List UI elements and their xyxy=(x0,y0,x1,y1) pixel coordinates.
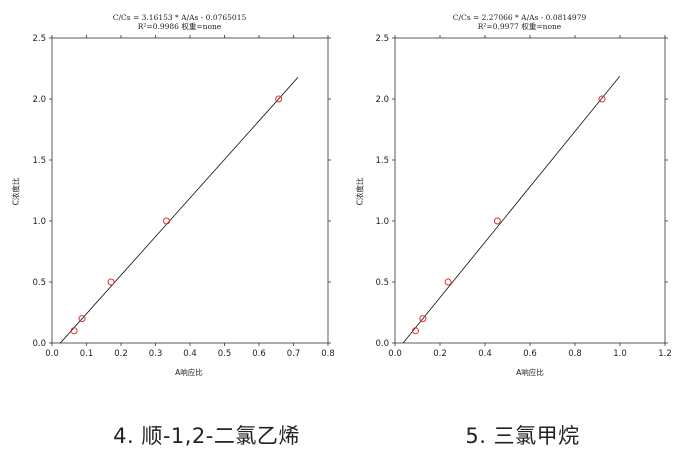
y-tick-label: 0.5 xyxy=(32,278,46,288)
chart-caption: 4. 顺-1,2-二氯乙烯 xyxy=(113,424,300,448)
y-tick-label: 1.0 xyxy=(375,217,389,227)
x-axis-label: A响应比 xyxy=(516,368,544,377)
x-tick-label: 0.7 xyxy=(287,349,301,359)
plot-frame xyxy=(51,37,329,344)
x-tick-label: 0.2 xyxy=(114,349,128,359)
y-tick-label: 0.0 xyxy=(32,339,46,349)
y-axis-label: C浓度比 xyxy=(355,177,365,206)
data-point xyxy=(78,315,86,323)
r2-text: R²=0.9986 权重=none xyxy=(137,22,222,31)
equation-text: C/Cs = 2.27066 * A/As - 0.0814979 xyxy=(452,13,587,22)
x-tick-label: 0.5 xyxy=(218,349,232,359)
y-axis-label: C浓度比 xyxy=(11,177,21,206)
r2-text: R²=0.9977 权重=none xyxy=(477,22,562,31)
x-tick-label: 0.0 xyxy=(388,349,402,359)
x-tick-label: 0.0 xyxy=(45,349,59,359)
data-point xyxy=(444,278,452,286)
x-tick-label: 0.4 xyxy=(183,349,197,359)
y-tick-label: 2.5 xyxy=(375,34,389,44)
data-point xyxy=(419,315,427,323)
data-point xyxy=(411,327,419,335)
y-tick-label: 0.5 xyxy=(375,278,389,288)
x-tick-label: 0.8 xyxy=(568,349,582,359)
y-tick-label: 1.5 xyxy=(32,156,46,166)
x-tick-label: 0.1 xyxy=(80,349,94,359)
data-point xyxy=(275,95,283,103)
y-tick-label: 2.0 xyxy=(32,95,46,105)
data-point xyxy=(493,217,501,225)
plot-frame xyxy=(394,37,666,344)
y-tick-label: 2.5 xyxy=(32,34,46,44)
x-tick-label: 0.2 xyxy=(433,349,447,359)
x-tick-label: 0.3 xyxy=(149,349,163,359)
y-tick-label: 1.5 xyxy=(375,156,389,166)
chart-svg: 0.0 0.1 0.2 0.3 0.4 0.5 0.6 0.7 0.8 0.0 0.5 1.0 1.5 2… xyxy=(32,34,335,359)
x-tick-label: 1.0 xyxy=(613,349,627,359)
x-tick-label: 0.6 xyxy=(252,349,266,359)
fit-line xyxy=(59,77,299,344)
x-tick-label: 0.4 xyxy=(478,349,492,359)
data-point xyxy=(107,278,115,286)
x-tick-label: 0.6 xyxy=(523,349,537,359)
y-tick-label: 0.0 xyxy=(375,339,389,349)
chart-panel-right: C/Cs = 2.27066 * A/As - 0.0814979 R²=0.9… xyxy=(343,0,686,400)
data-point xyxy=(598,95,606,103)
equation-text: C/Cs = 3.16153 * A/As - 0.0765015 xyxy=(112,13,247,22)
chart-panel-left: C/Cs = 3.16153 * A/As - 0.0765015 R²=0.9… xyxy=(0,0,343,400)
data-point xyxy=(163,217,171,225)
x-axis-label: A响应比 xyxy=(175,368,203,377)
x-tick-label: 0.8 xyxy=(321,349,335,359)
data-point xyxy=(70,327,78,335)
chart-svg: 0.0 0.2 0.4 0.6 0.8 1.0 1.2 0.0 0.5 1.0 1.5 2.0 2.5 xyxy=(375,34,672,359)
y-tick-label: 1.0 xyxy=(32,217,46,227)
chart-caption: 5. 三氯甲烷 xyxy=(465,424,580,448)
x-tick-label: 1.2 xyxy=(658,349,672,359)
fit-line xyxy=(402,75,621,344)
y-tick-label: 2.0 xyxy=(375,95,389,105)
